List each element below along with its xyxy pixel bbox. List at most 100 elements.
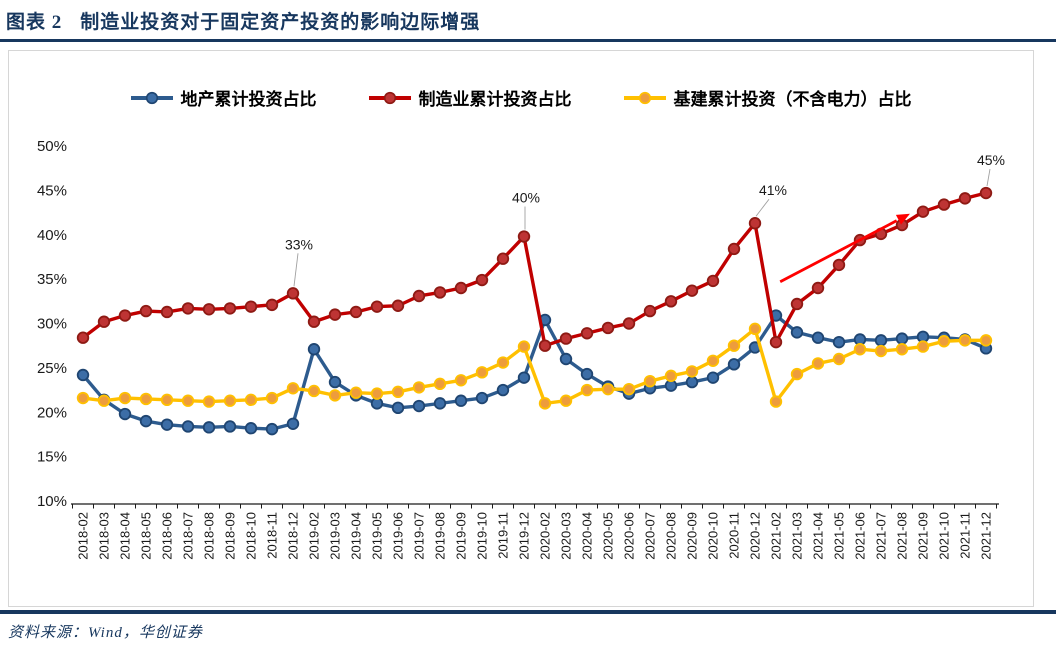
data-point-manufacturing	[433, 286, 447, 299]
data-point-infrastructure	[685, 365, 699, 378]
bottom-divider	[0, 610, 1056, 614]
y-axis-tick-label: 10%	[37, 493, 67, 510]
data-point-real-estate	[559, 352, 573, 366]
data-point-manufacturing	[244, 300, 258, 313]
x-axis-tick-label: 2018-06	[160, 512, 175, 560]
data-point-manufacturing	[727, 242, 741, 256]
legend-item-infrastructure: 基建累计投资（不含电力）占比	[623, 85, 912, 110]
annotation-label: 40%	[512, 190, 540, 206]
data-point-real-estate	[874, 334, 888, 347]
x-axis-tick-label: 2019-07	[412, 512, 427, 560]
data-point-infrastructure	[622, 382, 636, 396]
annotation-leader-line	[293, 253, 299, 287]
data-point-infrastructure	[559, 394, 573, 407]
data-point-manufacturing	[265, 298, 279, 312]
data-point-manufacturing	[601, 321, 615, 335]
data-point-manufacturing	[622, 317, 636, 330]
x-axis-tick-label: 2019-03	[328, 512, 343, 560]
legend-marker-infrastructure	[623, 91, 666, 104]
annotation-label: 41%	[759, 182, 787, 198]
source-note: 资料来源：Wind，华创证券	[8, 625, 203, 641]
data-point-infrastructure	[118, 391, 132, 405]
y-axis-tick-label: 20%	[37, 404, 67, 421]
annotation-label: 45%	[977, 152, 1005, 168]
x-axis-tick-label: 2018-10	[244, 512, 259, 560]
data-point-real-estate	[832, 335, 846, 349]
data-point-infrastructure	[832, 352, 846, 366]
data-point-real-estate	[517, 371, 531, 384]
x-axis-tick-label: 2019-09	[454, 512, 469, 560]
data-point-real-estate	[790, 326, 804, 339]
legend-marker-real-estate	[130, 91, 173, 104]
data-point-manufacturing	[832, 258, 846, 272]
data-point-manufacturing	[937, 198, 951, 211]
data-point-manufacturing	[223, 302, 237, 315]
data-point-infrastructure	[370, 387, 384, 400]
data-point-real-estate	[286, 417, 300, 430]
x-axis-tick-label: 2020-03	[559, 512, 574, 560]
x-axis-tick-label: 2021-07	[874, 512, 889, 560]
data-point-infrastructure	[958, 334, 972, 347]
y-axis-tick-label: 50%	[37, 138, 67, 155]
legend-dot-manufacturing	[383, 91, 396, 104]
data-point-real-estate	[181, 420, 195, 433]
data-point-manufacturing	[370, 300, 384, 313]
data-point-real-estate	[496, 383, 510, 397]
data-point-real-estate	[328, 375, 342, 389]
legend-item-real-estate: 地产累计投资占比	[130, 85, 317, 110]
data-point-infrastructure	[916, 340, 930, 353]
data-point-manufacturing	[475, 273, 489, 287]
x-axis-tick-label: 2019-12	[517, 512, 532, 560]
chart-legend: 地产累计投资占比 制造业累计投资占比 基建累计投资（不含电力）占比	[9, 85, 1033, 110]
data-point-manufacturing	[412, 289, 426, 303]
data-point-infrastructure	[244, 393, 258, 407]
trend-arrow-head	[895, 213, 910, 225]
x-axis-tick-label: 2018-09	[223, 512, 238, 560]
x-axis-tick-label: 2018-05	[139, 512, 154, 560]
y-axis-tick-label: 15%	[37, 449, 67, 466]
data-point-infrastructure	[580, 383, 594, 397]
data-point-manufacturing	[202, 303, 216, 316]
data-point-manufacturing	[160, 305, 174, 319]
data-point-infrastructure	[706, 354, 720, 367]
data-point-manufacturing	[97, 315, 111, 328]
data-point-infrastructure	[538, 397, 552, 410]
data-point-real-estate	[685, 375, 699, 389]
x-axis-tick-label: 2021-04	[811, 512, 826, 560]
data-point-infrastructure	[895, 343, 909, 356]
x-axis-tick-label: 2019-08	[433, 512, 448, 560]
x-axis-tick-label: 2020-07	[643, 512, 658, 560]
data-point-infrastructure	[979, 334, 993, 347]
data-point-infrastructure	[853, 343, 867, 356]
x-axis-tick-label: 2020-05	[601, 512, 616, 560]
data-point-infrastructure	[139, 392, 153, 406]
x-axis-tick-label: 2018-11	[265, 512, 280, 559]
x-axis-tick-label: 2021-09	[916, 512, 931, 560]
data-point-infrastructure	[181, 394, 195, 407]
data-point-infrastructure	[496, 356, 510, 369]
title-divider	[0, 39, 1056, 42]
annotation-leader-line	[755, 198, 770, 217]
data-point-real-estate	[76, 368, 90, 382]
data-point-manufacturing	[496, 252, 510, 265]
data-point-real-estate	[706, 371, 720, 384]
data-point-manufacturing	[307, 315, 321, 328]
series-infrastructure	[76, 322, 993, 410]
data-point-infrastructure	[391, 385, 405, 399]
data-point-real-estate	[580, 367, 594, 381]
x-axis-tick-label: 2019-04	[349, 512, 364, 560]
data-point-manufacturing	[685, 284, 699, 297]
y-axis-tick-label: 35%	[37, 271, 67, 288]
x-axis-tick-label: 2021-10	[937, 512, 952, 560]
chart-container: 50% 45% 40% 35% 30% 25% 20% 15% 10% 2018-02 2018-0…	[8, 50, 1034, 607]
data-point-infrastructure	[433, 377, 447, 391]
x-axis-tick-label: 2019-06	[391, 512, 406, 560]
data-point-manufacturing	[916, 205, 930, 218]
data-point-real-estate	[475, 391, 489, 405]
data-point-manufacturing	[580, 327, 594, 340]
data-point-infrastructure	[223, 394, 237, 407]
data-point-infrastructure	[76, 391, 90, 405]
x-axis-tick-label: 2020-04	[580, 512, 595, 560]
data-point-manufacturing	[139, 304, 153, 318]
data-point-manufacturing	[664, 295, 678, 308]
